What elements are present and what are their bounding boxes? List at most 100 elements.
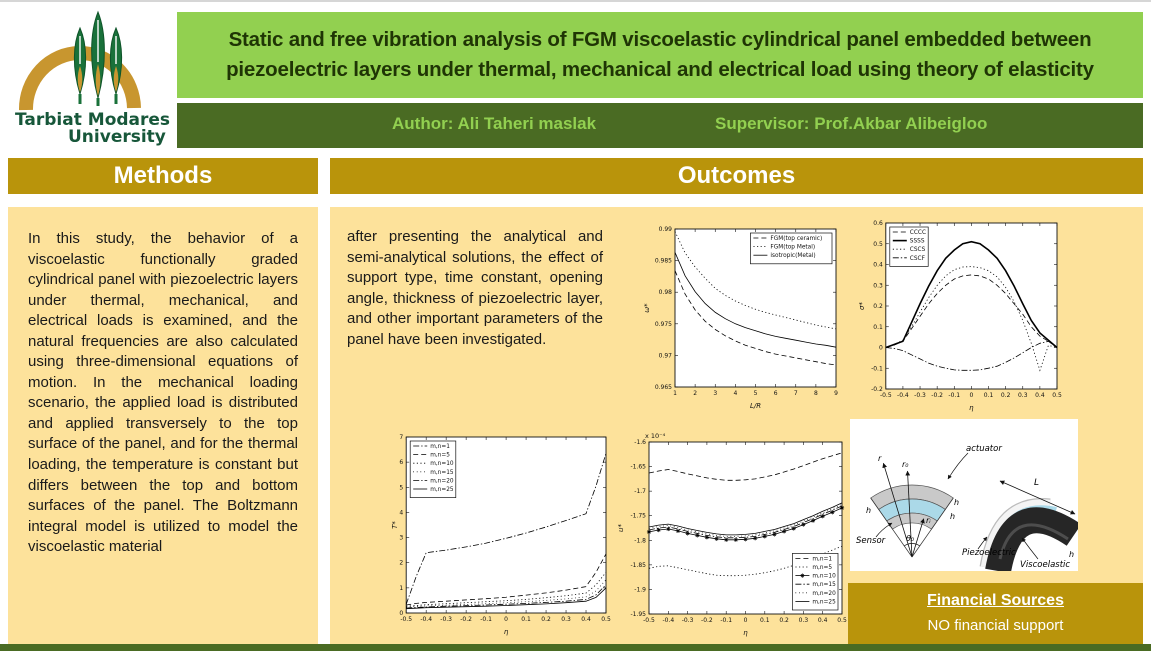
- svg-text:0.2: 0.2: [779, 617, 789, 624]
- svg-text:0.985: 0.985: [655, 258, 672, 265]
- svg-text:CCCC: CCCC: [910, 230, 926, 236]
- svg-text:6: 6: [399, 459, 403, 466]
- svg-text:7: 7: [399, 434, 403, 441]
- author-bar: Author: Ali Taheri maslak Supervisor: Pr…: [177, 103, 1143, 148]
- svg-text:-0.2: -0.2: [460, 616, 472, 623]
- svg-text:x 10⁻⁴: x 10⁻⁴: [645, 432, 666, 440]
- svg-text:-0.3: -0.3: [682, 617, 694, 624]
- svg-text:0.965: 0.965: [655, 384, 672, 391]
- svg-text:0.97: 0.97: [659, 352, 673, 359]
- financial-sources-heading: Financial Sources: [927, 592, 1064, 609]
- svg-text:-0.5: -0.5: [400, 616, 412, 623]
- top-divider: [0, 0, 1151, 2]
- diagram-label-h-outer: h: [954, 498, 959, 507]
- svg-text:8: 8: [814, 390, 818, 397]
- panel-geometry-diagram: r r₀ rᵢ θ₀ h h h actuator Sensor L Piez: [850, 419, 1082, 574]
- svg-text:-0.2: -0.2: [931, 392, 943, 399]
- svg-text:m,n=15: m,n=15: [430, 470, 454, 476]
- methods-heading: Methods: [8, 158, 318, 194]
- author-label: Author: Ali Taheri maslak: [392, 114, 597, 133]
- title-line-1: Static and free vibration analysis of FG…: [228, 28, 1092, 52]
- svg-text:-0.3: -0.3: [914, 392, 926, 399]
- diagram-label-L: L: [1034, 478, 1039, 488]
- svg-text:2: 2: [693, 390, 697, 397]
- diagram-label-r: r: [878, 454, 882, 463]
- svg-text:9: 9: [834, 390, 838, 397]
- supervisor-label: Supervisor: Prof.Akbar Alibeigloo: [715, 114, 988, 133]
- diagram-label-ro: r₀: [902, 460, 909, 469]
- svg-text:-0.1: -0.1: [480, 616, 492, 623]
- svg-text:-1.6: -1.6: [634, 439, 646, 446]
- poster-title: Static and free vibration analysis of FG…: [177, 12, 1143, 98]
- svg-text:0.1: 0.1: [760, 617, 770, 624]
- svg-text:0.4: 0.4: [581, 616, 591, 623]
- svg-text:0.3: 0.3: [873, 282, 883, 289]
- svg-text:FGM(top Metal): FGM(top Metal): [770, 245, 815, 251]
- outcomes-heading: Outcomes: [330, 158, 1143, 194]
- svg-text:m,n=10: m,n=10: [430, 461, 454, 467]
- svg-text:0.5: 0.5: [837, 617, 847, 624]
- svg-text:-0.2: -0.2: [871, 386, 883, 393]
- svg-text:σ*: σ*: [858, 302, 866, 310]
- svg-text:isotropic(Metal): isotropic(Metal): [770, 253, 815, 259]
- chart-stress-vs-eta: -0.5 -0.4 -0.3 -0.2 -0.1 0 0.1 0.2 0.3 0.4 0.5 -0.2…: [857, 215, 1065, 415]
- svg-text:-1.7: -1.7: [634, 488, 646, 495]
- svg-text:ω*: ω*: [643, 303, 651, 313]
- svg-text:0: 0: [504, 616, 508, 623]
- svg-text:-0.4: -0.4: [420, 616, 432, 623]
- svg-text:-0.1: -0.1: [720, 617, 732, 624]
- svg-text:0.99: 0.99: [659, 226, 673, 233]
- diagram-label-viscoelastic: Viscoelastic: [1020, 560, 1070, 570]
- svg-text:2: 2: [399, 560, 403, 567]
- svg-text:-1.9: -1.9: [634, 586, 646, 593]
- svg-text:T*: T*: [391, 521, 399, 529]
- title-line-2: piezoelectric layers under thermal, mech…: [226, 58, 1094, 81]
- svg-text:6: 6: [774, 390, 778, 397]
- svg-text:0.5: 0.5: [601, 616, 611, 623]
- university-logo: Tarbiat Modares University: [10, 6, 175, 148]
- svg-text:-1.8: -1.8: [634, 537, 646, 544]
- svg-text:L/R: L/R: [750, 402, 761, 410]
- svg-text:η: η: [504, 628, 509, 636]
- diagram-label-sensor: Sensor: [856, 536, 886, 546]
- svg-text:0.2: 0.2: [873, 303, 883, 310]
- svg-text:η: η: [743, 629, 748, 637]
- svg-text:4: 4: [733, 390, 737, 397]
- svg-text:0.4: 0.4: [873, 262, 883, 269]
- diagram-label-h-inner: h: [950, 512, 955, 521]
- svg-text:-0.5: -0.5: [880, 392, 892, 399]
- svg-text:-0.4: -0.4: [662, 617, 674, 624]
- logo-text-line2: University: [68, 127, 166, 147]
- methods-panel: In this study, the behavior of a viscoel…: [8, 207, 318, 645]
- svg-text:0: 0: [969, 392, 973, 399]
- svg-text:m,n=10: m,n=10: [812, 574, 836, 580]
- diagram-label-theta: θ₀: [906, 534, 915, 543]
- outcomes-panel: after presenting the analytical and semi…: [330, 207, 1143, 645]
- svg-text:u*: u*: [617, 524, 625, 532]
- outcomes-body-text: after presenting the analytical and semi…: [347, 228, 603, 348]
- svg-text:CSCF: CSCF: [910, 256, 925, 262]
- svg-text:m,n=5: m,n=5: [812, 565, 832, 571]
- svg-text:η: η: [969, 404, 974, 412]
- chart-temperature-vs-eta: -0.5 -0.4 -0.3 -0.2 -0.1 0 0.1 0.2 0.3 0.4 0.5 0 1 2 3…: [390, 429, 614, 639]
- diagram-label-piezoelectric: Piezoelectric: [962, 548, 1016, 558]
- diagram-label-h-shell: h: [1069, 550, 1074, 559]
- svg-text:FGM(top ceramic): FGM(top ceramic): [770, 236, 822, 242]
- svg-text:0.5: 0.5: [1052, 392, 1062, 399]
- svg-text:7: 7: [794, 390, 798, 397]
- svg-text:0.2: 0.2: [541, 616, 551, 623]
- svg-text:m,n=20: m,n=20: [430, 478, 454, 484]
- svg-text:5: 5: [754, 390, 758, 397]
- svg-text:0: 0: [744, 617, 748, 624]
- svg-text:5: 5: [399, 484, 403, 491]
- svg-text:m,n=1: m,n=1: [430, 444, 450, 450]
- svg-text:0.98: 0.98: [659, 289, 673, 296]
- svg-text:4: 4: [399, 509, 403, 516]
- svg-text:-0.1: -0.1: [871, 365, 883, 372]
- svg-text:0: 0: [399, 610, 403, 617]
- svg-text:1: 1: [673, 390, 677, 397]
- svg-text:0.975: 0.975: [655, 321, 672, 328]
- svg-text:m,n=15: m,n=15: [812, 582, 836, 588]
- svg-text:-0.5: -0.5: [643, 617, 655, 624]
- svg-text:-1.75: -1.75: [630, 513, 646, 520]
